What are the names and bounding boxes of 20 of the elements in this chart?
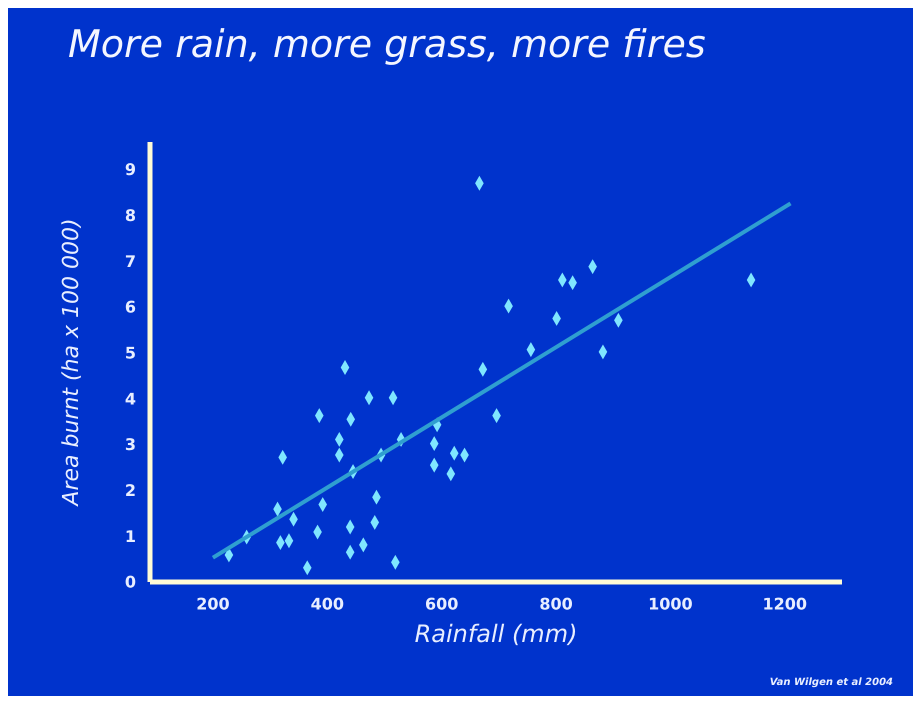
y-tick-label: 4 [124,389,136,408]
x-tick-label: 400 [310,594,344,614]
x-tick-label: 600 [424,594,458,614]
chart-title: More rain, more grass, more fires [68,22,706,66]
text: Van Wilgen et al 2004 [770,677,893,688]
y-tick-label: 7 [124,252,136,271]
y-tick-label: 3 [124,435,136,454]
x-tick-label: 1200 [762,594,808,614]
x-axis-title: Rainfall (mm) [414,620,578,648]
y-tick-label: 2 [124,481,136,500]
x-tick-label: 200 [196,594,230,614]
y-tick-label: 9 [124,160,136,180]
y-tick-label: 0 [124,572,136,592]
y-tick-label: 1 [124,526,136,546]
x-tick-label: 1000 [648,594,693,614]
y-tick-label: 8 [124,206,136,226]
y-axis-title: Area burnt (ha x 100 000) [58,218,84,508]
y-tick-label: 6 [124,298,136,317]
y-tick-label: 5 [124,344,136,363]
x-tick-label: 800 [539,594,573,614]
